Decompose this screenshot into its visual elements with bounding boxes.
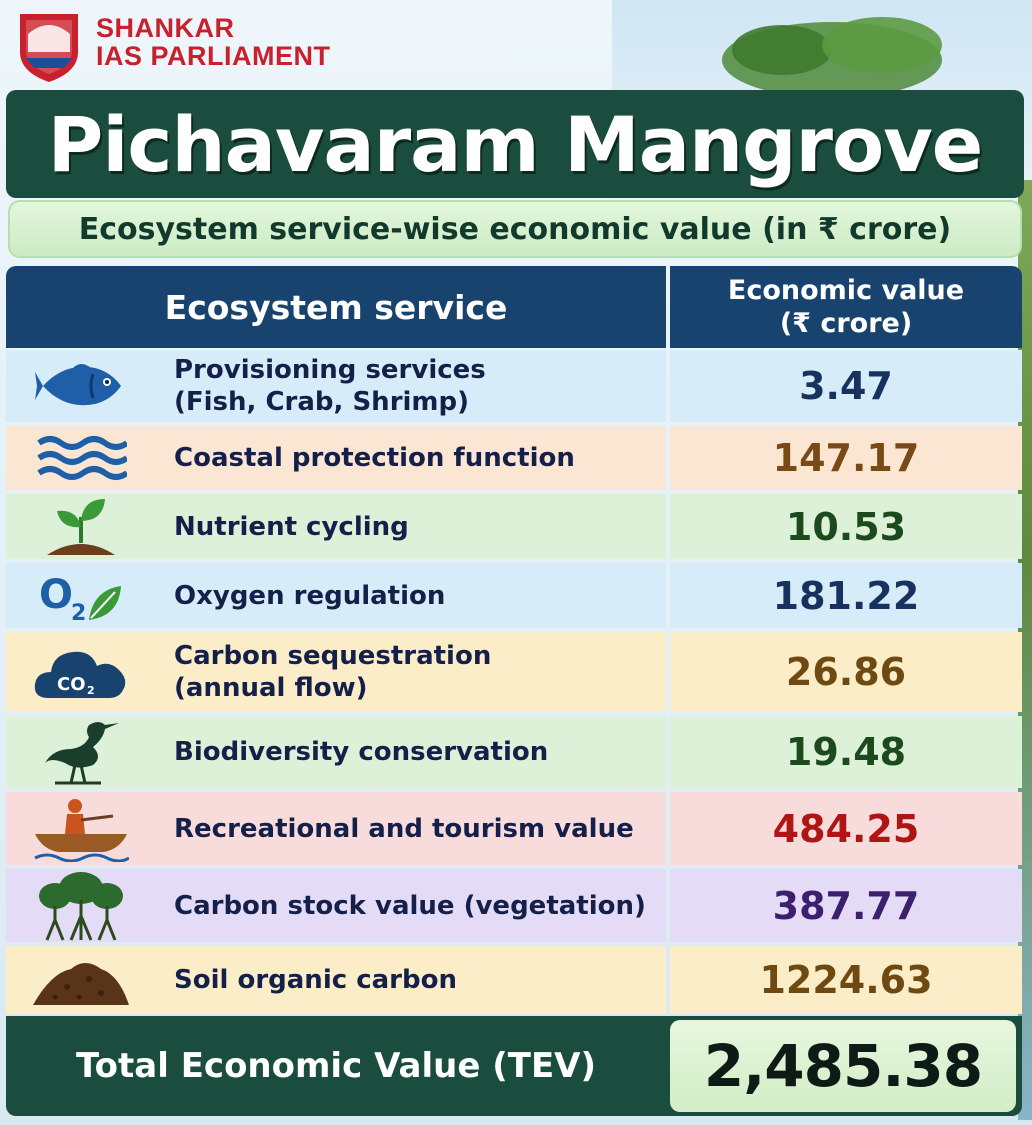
service-label: Carbon sequestration (annual flow) [174, 640, 656, 704]
service-label-line: Provisioning services [174, 355, 486, 385]
service-cell: CO 2 Carbon sequestration (annual flow) [6, 632, 666, 712]
title-band [6, 90, 1024, 198]
brand-name: SHANKAR IAS PARLIAMENT [96, 14, 331, 70]
service-label-line: (Fish, Crab, Shrimp) [174, 387, 470, 417]
fish-icon [6, 350, 156, 422]
service-label: Coastal protection function [174, 442, 656, 474]
service-label-line: Carbon stock value (vegetation) [174, 890, 646, 921]
service-cell: O 2 Oxygen regulation [6, 563, 666, 628]
brand-line-2: IAS PARLIAMENT [96, 41, 331, 71]
service-cell: Coastal protection function [6, 426, 666, 490]
boat-icon [6, 792, 156, 865]
value-cell: 387.77 [670, 869, 1022, 942]
service-label: Soil organic carbon [174, 964, 656, 996]
service-label-line: Soil organic carbon [174, 965, 457, 995]
service-label: Carbon stock value (vegetation) [174, 890, 656, 922]
heron-icon [6, 716, 156, 788]
value-cell: 3.47 [670, 350, 1022, 422]
service-cell: Soil organic carbon [6, 946, 666, 1014]
column-header-value-line-2: (₹ crore) [779, 308, 913, 339]
co2-cloud-icon: CO 2 [6, 632, 156, 712]
total-label: Total Economic Value (TEV) [75, 1046, 597, 1086]
service-label-line: Nutrient cycling [174, 511, 409, 542]
svg-text:2: 2 [71, 601, 86, 626]
value-cell: 181.22 [670, 563, 1022, 628]
brand-line-1: SHANKAR [96, 13, 235, 43]
value-cell: 1224.63 [670, 946, 1022, 1014]
table-row: Coastal protection function 147.17 [6, 426, 1022, 490]
service-label: Recreational and tourism value [174, 813, 656, 845]
total-value: 2,485.38 [670, 1020, 1016, 1112]
table-row: CO 2 Carbon sequestration (annual flow) 26.8… [6, 632, 1022, 712]
shield-logo-icon [20, 14, 78, 82]
value-cell: 10.53 [670, 494, 1022, 559]
service-cell: Carbon stock value (vegetation) [6, 869, 666, 942]
page-title: Pichavaram Mangrove [47, 99, 984, 189]
service-cell: Nutrient cycling [6, 494, 666, 559]
soil-mound-icon [6, 946, 156, 1014]
column-header-value-line-1: Economic value [727, 275, 965, 306]
service-label-line: Coastal protection function [174, 443, 575, 473]
service-label-line: Biodiversity conservation [174, 737, 549, 767]
table-row: O 2 Oxygen regulation 181.22 [6, 563, 1022, 628]
waves-icon [6, 426, 156, 490]
table-row: Recreational and tourism value 484.25 [6, 792, 1022, 865]
service-label-line: Recreational and tourism value [174, 813, 634, 844]
service-label: Oxygen regulation [174, 580, 656, 612]
page-subtitle: Ecosystem service-wise economic value (i… [8, 200, 1022, 258]
service-cell: Provisioning services (Fish, Crab, Shrimp… [6, 350, 666, 422]
service-label: Provisioning services (Fish, Crab, Shrimp… [174, 354, 656, 418]
service-label: Nutrient cycling [174, 511, 656, 543]
seedling-icon [6, 494, 156, 559]
value-cell: 19.48 [670, 716, 1022, 788]
svg-text:2: 2 [87, 684, 95, 697]
mangrove-tree-icon [6, 869, 156, 942]
value-cell: 147.17 [670, 426, 1022, 490]
value-cell: 484.25 [670, 792, 1022, 865]
column-header-value: Economic value (₹ crore) [670, 266, 1022, 348]
table-row: Biodiversity conservation 19.48 [6, 716, 1022, 788]
table-row: Nutrient cycling 10.53 [6, 494, 1022, 559]
table-row: Soil organic carbon 1224.63 [6, 946, 1022, 1014]
service-cell: Recreational and tourism value [6, 792, 666, 865]
table-row: Carbon stock value (vegetation) 387.77 [6, 869, 1022, 942]
service-cell: Biodiversity conservation [6, 716, 666, 788]
table-row: Provisioning services (Fish, Crab, Shrimp… [6, 350, 1022, 422]
value-cell: 26.86 [670, 632, 1022, 712]
service-label-line: (annual flow) [174, 673, 368, 703]
background-tree-icon [722, 17, 942, 98]
service-label-line: Oxygen regulation [174, 580, 446, 611]
svg-text:CO: CO [57, 674, 86, 695]
svg-text:O: O [39, 572, 73, 618]
service-label-line: Carbon sequestration [174, 641, 492, 671]
column-header-service: Ecosystem service [6, 266, 666, 348]
service-label: Biodiversity conservation [174, 736, 656, 768]
